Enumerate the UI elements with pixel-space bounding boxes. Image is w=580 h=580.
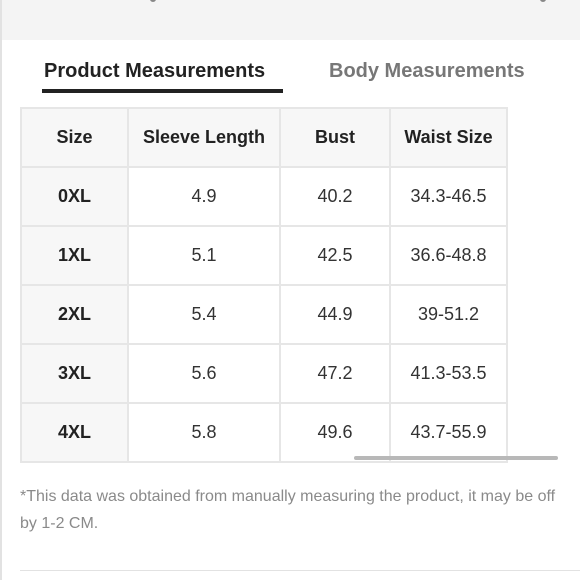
bust-cell: 49.6 bbox=[279, 402, 391, 463]
column-header-bust: Bust bbox=[279, 107, 391, 168]
cropped-text-fragment bbox=[150, 0, 156, 2]
measurements-panel: Product Measurements Body Measurements S… bbox=[0, 40, 580, 580]
size-table: Size Sleeve Length Bust Waist Size 0XL 4… bbox=[20, 107, 508, 463]
sleeve-length-cell: 4.9 bbox=[127, 166, 281, 227]
cropped-previous-content bbox=[0, 0, 580, 12]
table-row: 1XL 5.1 42.5 36.6-48.8 bbox=[20, 225, 508, 286]
size-cell: 4XL bbox=[20, 402, 129, 463]
waist-size-cell: 34.3-46.5 bbox=[389, 166, 508, 227]
table-header-row: Size Sleeve Length Bust Waist Size bbox=[20, 107, 508, 168]
tab-body-measurements[interactable]: Body Measurements bbox=[329, 60, 525, 82]
active-tab-underline bbox=[42, 89, 283, 93]
top-band bbox=[0, 0, 580, 40]
waist-size-cell: 41.3-53.5 bbox=[389, 343, 508, 404]
bust-cell: 44.9 bbox=[279, 284, 391, 345]
column-header-size: Size bbox=[20, 107, 129, 168]
sleeve-length-cell: 5.1 bbox=[127, 225, 281, 286]
table-row: 0XL 4.9 40.2 34.3-46.5 bbox=[20, 166, 508, 227]
size-cell: 0XL bbox=[20, 166, 129, 227]
cropped-text-fragment bbox=[540, 0, 546, 2]
bust-cell: 42.5 bbox=[279, 225, 391, 286]
bust-cell: 40.2 bbox=[279, 166, 391, 227]
tab-product-measurements[interactable]: Product Measurements bbox=[44, 60, 266, 82]
waist-size-cell: 36.6-48.8 bbox=[389, 225, 508, 286]
table-row: 4XL 5.8 49.6 43.7-55.9 bbox=[20, 402, 508, 463]
waist-size-cell: 39-51.2 bbox=[389, 284, 508, 345]
bust-cell: 47.2 bbox=[279, 343, 391, 404]
divider bbox=[20, 570, 580, 571]
size-cell: 1XL bbox=[20, 225, 129, 286]
sleeve-length-cell: 5.8 bbox=[127, 402, 281, 463]
table-row: 2XL 5.4 44.9 39-51.2 bbox=[20, 284, 508, 345]
sleeve-length-cell: 5.6 bbox=[127, 343, 281, 404]
size-cell: 2XL bbox=[20, 284, 129, 345]
column-header-sleeve-length: Sleeve Length bbox=[127, 107, 281, 168]
size-cell: 3XL bbox=[20, 343, 129, 404]
column-header-waist-size: Waist Size bbox=[389, 107, 508, 168]
horizontal-scrollbar[interactable] bbox=[354, 456, 558, 460]
waist-size-cell: 43.7-55.9 bbox=[389, 402, 508, 463]
sleeve-length-cell: 5.4 bbox=[127, 284, 281, 345]
size-table-scroll-container[interactable]: Size Sleeve Length Bust Waist Size 0XL 4… bbox=[20, 107, 560, 467]
measurement-disclaimer: *This data was obtained from manually me… bbox=[20, 488, 556, 532]
table-row: 3XL 5.6 47.2 41.3-53.5 bbox=[20, 343, 508, 404]
